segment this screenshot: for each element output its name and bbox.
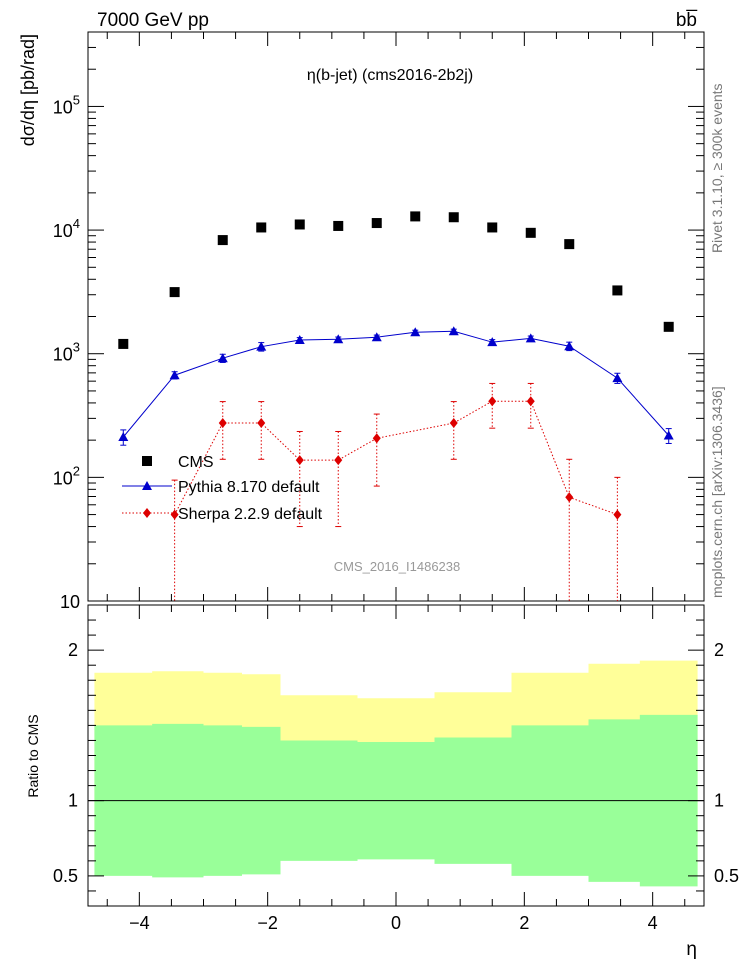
pythia-point bbox=[487, 337, 498, 347]
x-tick-label: −4 bbox=[129, 913, 150, 933]
sherpa-line bbox=[174, 400, 618, 516]
legend-marker-pythia bbox=[142, 481, 152, 490]
ratio-ytick-label-right: 2 bbox=[714, 640, 724, 660]
pythia-point bbox=[663, 430, 674, 440]
cms-point bbox=[487, 222, 498, 233]
sherpa-point bbox=[613, 509, 622, 520]
pythia-point bbox=[294, 335, 305, 345]
legend-label: CMS bbox=[178, 454, 214, 471]
x-axis-label: η bbox=[686, 939, 697, 960]
pythia-point bbox=[256, 341, 267, 351]
rivet-label: Rivet 3.1.10, ≥ 300k events bbox=[709, 83, 725, 253]
pythia-line bbox=[122, 330, 670, 438]
pythia-point bbox=[410, 327, 421, 337]
sherpa-point bbox=[334, 455, 343, 466]
cms-point bbox=[410, 211, 421, 222]
sherpa-point bbox=[565, 492, 574, 503]
ratio-ytick-label-right: 1 bbox=[714, 791, 724, 811]
mcplots-label: mcplots.cern.ch [arXiv:1306.3436] bbox=[709, 386, 725, 598]
main-plot: η(b-jet) (cms2016-2b2j) CMS_2016_I148623… bbox=[18, 31, 705, 612]
pythia-point bbox=[371, 332, 382, 342]
ratio-ytick-label-left: 1 bbox=[68, 791, 78, 811]
sherpa-point bbox=[170, 509, 179, 520]
sherpa-point bbox=[526, 396, 535, 407]
legend-marker-sherpa bbox=[143, 508, 151, 518]
main-title: η(b-jet) (cms2016-2b2j) bbox=[307, 67, 473, 84]
cms-point bbox=[448, 212, 459, 223]
legend-label: Sherpa 2.2.9 default bbox=[178, 506, 323, 523]
x-tick-label: −2 bbox=[257, 913, 278, 933]
ratio-ytick-label-left: 2 bbox=[68, 640, 78, 660]
watermark: CMS_2016_I1486238 bbox=[334, 559, 461, 574]
header-energy-label: 7000 GeV pp bbox=[97, 10, 209, 31]
sherpa-point bbox=[257, 418, 266, 429]
sherpa-point bbox=[488, 396, 497, 407]
main-ylabel: dσ/dη [pb/rad] bbox=[18, 34, 38, 146]
cms-point bbox=[294, 219, 305, 230]
sherpa-point bbox=[218, 418, 227, 429]
sherpa-group bbox=[170, 382, 622, 601]
pythia-point bbox=[612, 373, 623, 383]
cms-point bbox=[217, 235, 228, 246]
ratio-ylabel: Ratio to CMS bbox=[25, 714, 41, 797]
pythia-point bbox=[448, 326, 459, 336]
pythia-point bbox=[564, 341, 575, 351]
cms-point bbox=[256, 222, 267, 233]
pythia-point bbox=[118, 432, 129, 442]
cms-point bbox=[169, 287, 180, 298]
sherpa-point bbox=[372, 433, 381, 444]
main-ytick-label: 103 bbox=[53, 340, 80, 365]
pythia-point bbox=[169, 370, 180, 380]
x-tick-label: 4 bbox=[648, 913, 658, 933]
ratio-ytick-label-left: 0.5 bbox=[53, 866, 78, 886]
cms-point bbox=[333, 220, 344, 231]
x-tick-label: 0 bbox=[391, 913, 401, 933]
sherpa-point bbox=[449, 418, 458, 429]
cms-point bbox=[564, 239, 575, 250]
cms-point bbox=[118, 338, 129, 349]
sherpa-point bbox=[295, 455, 304, 466]
cms-point bbox=[663, 321, 674, 332]
main-ytick-label: 104 bbox=[53, 216, 80, 241]
main-ytick-label: 10 bbox=[60, 592, 80, 612]
pythia-point bbox=[525, 333, 536, 343]
ratio-band-group bbox=[94, 660, 698, 887]
cms-point bbox=[612, 285, 623, 296]
main-ytick-label: 102 bbox=[53, 463, 80, 488]
pythia-point bbox=[333, 334, 344, 344]
x-tick-label: 2 bbox=[519, 913, 529, 933]
ratio-plot: 0.5 0.5 1 1 2 2 −4 −2 0 2 4 Ratio to CMS η bbox=[25, 604, 739, 960]
cms-point bbox=[371, 218, 382, 229]
pythia-point bbox=[217, 353, 228, 363]
main-ytick-label: 105 bbox=[53, 92, 80, 117]
ratio-ytick-label-right: 0.5 bbox=[714, 866, 739, 886]
legend-label: Pythia 8.170 default bbox=[178, 479, 320, 496]
cms-point bbox=[525, 227, 536, 238]
legend: CMS Pythia 8.170 default Sherpa 2.2.9 defa… bbox=[122, 454, 323, 523]
header-process-label: bb̅ bbox=[676, 10, 698, 31]
legend-marker-cms bbox=[142, 456, 152, 466]
